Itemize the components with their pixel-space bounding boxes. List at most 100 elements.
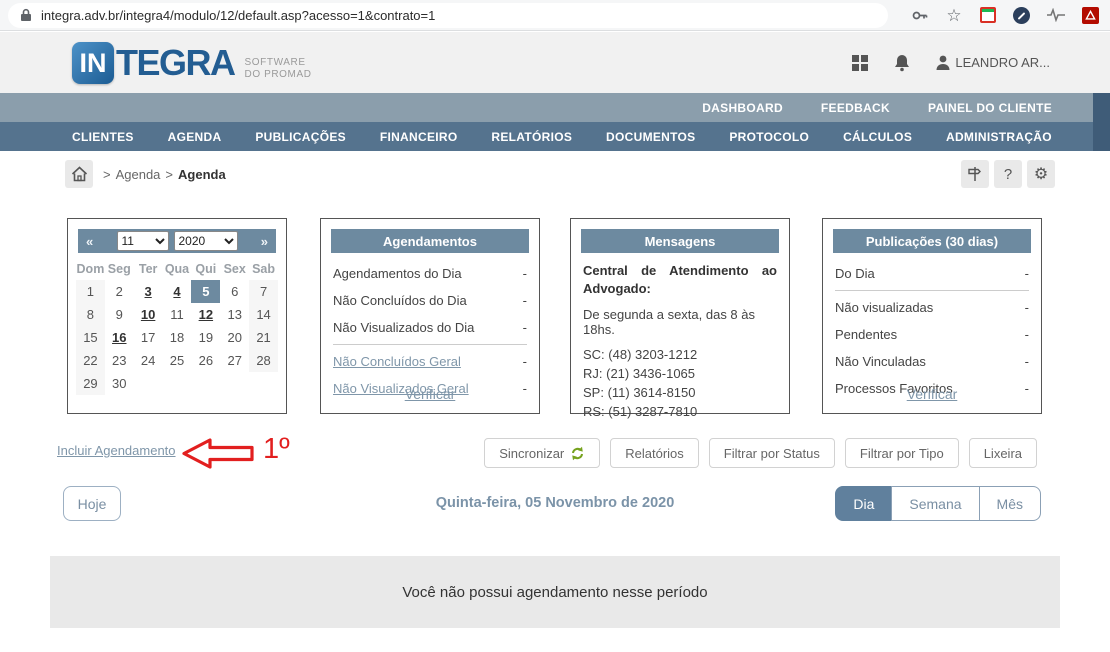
- mensagens-phone-line: SC: (48) 3203-1212: [583, 347, 698, 362]
- mensagens-panel: Mensagens Central de Atendimento ao Advo…: [570, 218, 790, 419]
- calendar-day[interactable]: 17: [140, 330, 156, 345]
- view-button-dia[interactable]: Dia: [835, 486, 893, 521]
- pdf-extension-icon[interactable]: [1082, 6, 1099, 24]
- calendar-day[interactable]: 3: [144, 284, 152, 299]
- question-icon: ?: [1003, 165, 1013, 183]
- calendar-day[interactable]: 8: [76, 303, 105, 326]
- annotation-step-label: 1º: [263, 433, 290, 465]
- address-bar[interactable]: integra.adv.br/integra4/modulo/12/defaul…: [8, 2, 888, 28]
- pen-extension-icon[interactable]: [1013, 6, 1030, 24]
- calendar-next-button[interactable]: »: [260, 233, 268, 249]
- nav-main-item-clientes[interactable]: CLIENTES: [72, 129, 134, 144]
- refresh-icon: [572, 446, 584, 460]
- breadcrumb: > Agenda > Agenda: [103, 166, 226, 182]
- nav-secondary-item-painel-do-cliente[interactable]: PAINEL DO CLIENTE: [928, 100, 1052, 115]
- hoje-button[interactable]: Hoje: [63, 486, 121, 521]
- nav-secondary-item-feedback[interactable]: FEEDBACK: [820, 100, 890, 115]
- action-button-lixeira[interactable]: Lixeira: [968, 438, 1037, 468]
- agendamentos-verificar-link[interactable]: Verificar: [404, 386, 456, 402]
- publicacoes-row-label: Não visualizadas: [835, 300, 934, 315]
- calendar-day[interactable]: 9: [115, 307, 123, 322]
- agendamentos-row-label[interactable]: Não Concluídos Geral: [333, 354, 461, 369]
- view-button-mês[interactable]: Mês: [978, 486, 1041, 521]
- calendar-day[interactable]: 25: [169, 353, 185, 368]
- calendar-year-select[interactable]: 2020: [173, 231, 238, 251]
- action-button-filtrar-por-status[interactable]: Filtrar por Status: [708, 438, 835, 468]
- calendar-day[interactable]: 15: [76, 326, 105, 349]
- calendar-day[interactable]: 16: [112, 330, 127, 345]
- nav-main-item-administração[interactable]: ADMINISTRAÇÃO: [946, 129, 1052, 144]
- url-text: integra.adv.br/integra4/modulo/12/defaul…: [41, 7, 436, 23]
- calendar-day[interactable]: 29: [76, 372, 105, 395]
- logo-wordmark: TEGRA: [116, 42, 236, 83]
- logo-subtitle: SOFTWARE DO PROMAD: [244, 57, 312, 80]
- calendar-grid: Dom Seg Ter Qua Qui Sex Sab 1 2 3 4 5 6 7 8 9 10 11 12 13 14…: [76, 258, 278, 395]
- breadcrumb-bar: > Agenda > Agenda ? ⚙: [0, 151, 1110, 197]
- calendar-month-select[interactable]: 11: [116, 231, 169, 251]
- signpost-icon: [968, 167, 981, 181]
- calendar-day-header: Sab: [252, 262, 276, 276]
- action-button-sincronizar[interactable]: Sincronizar: [484, 438, 601, 468]
- nav-main-item-protocolo[interactable]: PROTOCOLO: [729, 129, 810, 144]
- agendamentos-row-label[interactable]: Não Visualizados Geral: [333, 381, 469, 396]
- breadcrumb-parent-link[interactable]: Agenda: [115, 166, 161, 182]
- notifications-bell-icon[interactable]: [894, 54, 910, 72]
- secondary-nav: DASHBOARD FEEDBACK PAINEL DO CLIENTE: [0, 93, 1110, 122]
- action-button-relatórios[interactable]: Relatórios: [610, 438, 699, 468]
- nav-main-item-cálculos[interactable]: CÁLCULOS: [843, 129, 913, 144]
- calendar-day[interactable]: 24: [140, 353, 156, 368]
- integra-logo[interactable]: IN TEGRA SOFTWARE DO PROMAD: [72, 42, 312, 84]
- shield-extension-icon[interactable]: [980, 7, 996, 23]
- waveform-extension-icon[interactable]: [1047, 6, 1065, 24]
- nav-secondary-item-dashboard[interactable]: DASHBOARD: [702, 100, 783, 115]
- bookmark-star-icon[interactable]: ☆: [946, 5, 962, 25]
- calendar-day[interactable]: 30: [112, 376, 127, 391]
- calendar-prev-button[interactable]: «: [86, 233, 94, 249]
- view-button-semana[interactable]: Semana: [891, 486, 980, 521]
- calendar-day[interactable]: 26: [198, 353, 214, 368]
- calendar-day[interactable]: 1: [76, 280, 105, 303]
- calendar-day[interactable]: 18: [169, 330, 185, 345]
- mensagens-heading: Central de Atendimento ao Advogado:: [583, 263, 777, 296]
- password-key-icon[interactable]: [910, 6, 928, 24]
- incluir-agendamento-link[interactable]: Incluir Agendamento: [57, 443, 176, 458]
- home-button[interactable]: [65, 160, 93, 188]
- calendar-day-selected[interactable]: 5: [191, 280, 221, 303]
- nav-main-item-documentos[interactable]: DOCUMENTOS: [606, 129, 696, 144]
- publicacoes-verificar-link[interactable]: Verificar: [906, 386, 958, 402]
- nav-main-item-agenda[interactable]: AGENDA: [167, 129, 222, 144]
- nav-main-item-financeiro[interactable]: FINANCEIRO: [379, 129, 458, 144]
- agenda-action-buttons: Sincronizar Relatórios Filtrar por Status F…: [484, 438, 1037, 468]
- calendar-day[interactable]: 14: [249, 303, 278, 326]
- calendar-day[interactable]: 6: [231, 284, 239, 299]
- calendar-day-header: Ter: [138, 262, 158, 276]
- nav-main-item-publicações[interactable]: PUBLICAÇÕES: [255, 129, 346, 144]
- calendar-day[interactable]: 20: [227, 330, 242, 345]
- calendar-day[interactable]: 21: [249, 326, 278, 349]
- calendar-day[interactable]: 2: [115, 284, 123, 299]
- current-date-label: Quinta-feira, 05 Novembro de 2020: [435, 495, 675, 511]
- user-menu[interactable]: LEANDRO AR...: [936, 55, 1050, 70]
- calendar-day[interactable]: 28: [249, 349, 278, 372]
- calendar-day[interactable]: 7: [249, 280, 278, 303]
- calendar-day[interactable]: 12: [198, 307, 214, 322]
- calendar-day[interactable]: 10: [140, 307, 156, 322]
- app-header: IN TEGRA SOFTWARE DO PROMAD LEANDRO AR..…: [0, 32, 1110, 93]
- calendar-day[interactable]: 22: [76, 349, 105, 372]
- settings-button[interactable]: ⚙: [1027, 160, 1055, 188]
- calendar-day[interactable]: 19: [198, 330, 214, 345]
- calendar-day[interactable]: 4: [173, 284, 181, 299]
- action-button-filtrar-por-tipo[interactable]: Filtrar por Tipo: [844, 438, 959, 468]
- calendar-header: « 11 2020 »: [78, 229, 276, 253]
- signpost-button[interactable]: [961, 160, 989, 188]
- help-button[interactable]: ?: [994, 160, 1022, 188]
- empty-state-message: Você não possui agendamento nesse períod…: [50, 556, 1060, 628]
- agendamentos-row-label: Não Visualizados do Dia: [333, 320, 475, 335]
- calendar-day[interactable]: 27: [227, 353, 242, 368]
- calendar-day[interactable]: 13: [227, 307, 242, 322]
- nav-main-item-relatórios[interactable]: RELATÓRIOS: [491, 129, 573, 144]
- mensagens-phone-line: RJ: (21) 3436-1065: [583, 366, 696, 381]
- apps-grid-icon[interactable]: [852, 54, 869, 71]
- calendar-day[interactable]: 11: [170, 307, 184, 322]
- calendar-day[interactable]: 23: [112, 353, 127, 368]
